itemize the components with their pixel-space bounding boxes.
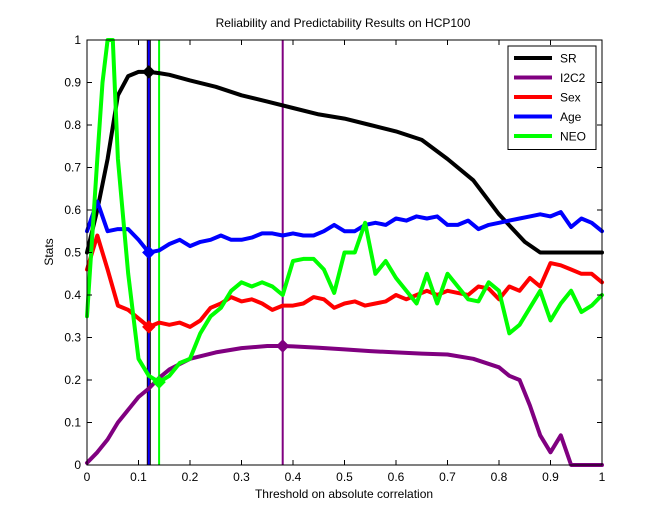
y-tick-label: 0.2 [64, 373, 81, 387]
y-tick-label: 0.6 [64, 203, 81, 217]
x-tick-label: 0.9 [542, 470, 559, 484]
series-line-sr [85, 69, 604, 255]
series-line-i2c2 [85, 344, 604, 467]
y-tick-label: 0.3 [64, 331, 81, 345]
legend-label-i2c2: I2C2 [560, 71, 586, 85]
y-tick-label: 0.7 [64, 161, 81, 175]
axes: 0 0.1 0.2 0.3 0.4 0.5 0.6 0.7 0.8 0.9 1 0 0.1 0.2 0.3 0… [64, 33, 605, 484]
optimal-markers [142, 65, 290, 389]
legend: SR I2C2 Sex Age NEO [507, 45, 597, 150]
marker-i2c2 [275, 339, 290, 353]
y-tick-label: 0.1 [64, 416, 81, 430]
y-tick-label: 1 [74, 33, 81, 47]
legend-label-sr: SR [560, 52, 577, 66]
x-tick-label: 0.5 [336, 470, 353, 484]
legend-label-age: Age [560, 110, 582, 124]
chart-title: Reliability and Predictability Results o… [216, 16, 471, 30]
marker-sr [142, 65, 156, 79]
y-axis-label: Stats [42, 238, 56, 265]
y-tick-label: 0.4 [64, 288, 81, 302]
x-tick-label: 0.7 [439, 470, 456, 484]
x-tick-label: 0.4 [285, 470, 302, 484]
series-line-age [85, 199, 604, 255]
y-tick-label: 0.9 [64, 76, 81, 90]
marker-sex [142, 320, 156, 334]
legend-label-neo: NEO [560, 130, 586, 144]
marker-age [142, 245, 156, 260]
series-lines [85, 38, 604, 467]
legend-label-sex: Sex [560, 91, 581, 105]
x-tick-label: 0.3 [233, 470, 250, 484]
x-tick-label: 0.6 [388, 470, 405, 484]
x-tick-label: 0.8 [491, 470, 508, 484]
x-tick-label: 0 [84, 470, 91, 484]
x-tick-label: 0.1 [130, 470, 147, 484]
x-axis-label: Threshold on absolute correlation [255, 487, 433, 501]
x-tick-label: 1 [599, 470, 606, 484]
y-tick-label: 0.8 [64, 118, 81, 132]
y-tick-label: 0 [74, 458, 81, 472]
series-line-sex [85, 233, 604, 329]
marker-neo [152, 375, 166, 389]
x-tick-label: 0.2 [182, 470, 199, 484]
y-tick-label: 0.5 [64, 246, 81, 260]
